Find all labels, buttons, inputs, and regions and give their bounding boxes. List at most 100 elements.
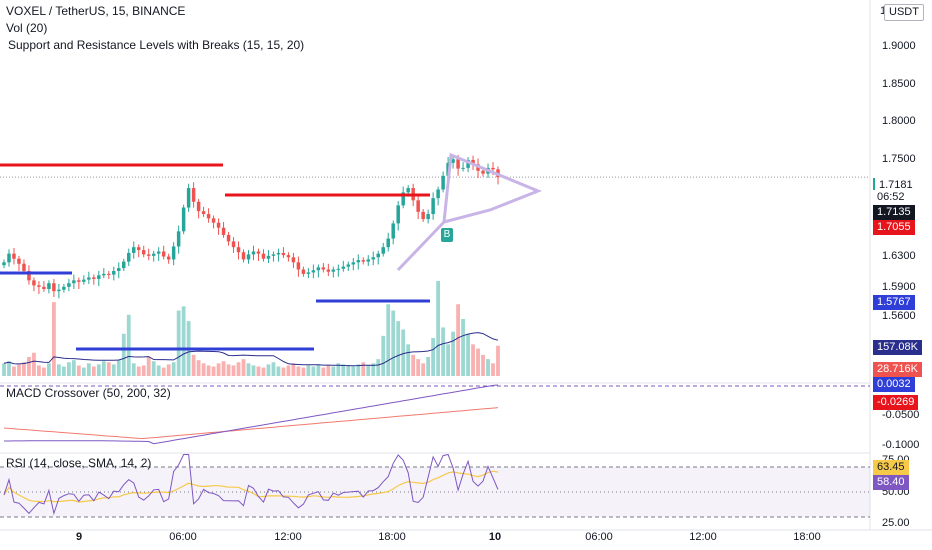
candle-body: [12, 253, 16, 259]
black-price-tag: 1.7135: [873, 205, 915, 220]
candle-body: [57, 289, 61, 292]
candle-body: [87, 277, 91, 280]
candle-body: [276, 252, 281, 255]
candle-body: [122, 261, 126, 269]
volume-bar: [171, 362, 176, 376]
candle-body: [336, 268, 341, 270]
volume-bar: [71, 360, 76, 376]
ytick-label: 1.8500: [882, 78, 916, 90]
candle-body: [406, 188, 410, 193]
volume-bar: [391, 310, 396, 376]
currency-button[interactable]: USDT: [884, 4, 924, 21]
volume-bar: [156, 365, 161, 376]
volume-bar: [336, 363, 341, 376]
ytick-label: 1.7500: [882, 153, 916, 165]
volume-bar: [106, 362, 111, 376]
candle-body: [291, 257, 296, 263]
candle-body: [186, 188, 191, 208]
axis-top-digit: 1: [880, 5, 886, 17]
volume-bar: [291, 363, 296, 376]
candle-body: [251, 251, 256, 255]
candle-body: [72, 280, 76, 284]
rsi-pane-title: RSI (14, close, SMA, 14, 2): [6, 456, 152, 470]
candle-body: [176, 231, 181, 247]
vol-ma-tag: 157.08K: [873, 340, 922, 355]
volume-bar: [221, 361, 226, 376]
volume-bar: [406, 344, 411, 376]
volume-bar: [371, 363, 376, 376]
volume-bar: [286, 365, 291, 376]
xtick-label: 18:00: [378, 531, 406, 543]
candle-body: [396, 205, 400, 224]
volume-bar: [201, 363, 206, 376]
volume-bar: [151, 361, 156, 376]
volume-bar: [386, 304, 391, 376]
ytick-label: 1.5600: [882, 310, 916, 322]
candle-body: [301, 269, 306, 274]
candle-body: [236, 247, 241, 253]
volume-bar: [76, 365, 81, 376]
xtick-label: 9: [75, 531, 83, 543]
candle-body: [146, 254, 151, 256]
candle-body: [32, 280, 36, 286]
candle-body: [62, 286, 66, 290]
candle-body: [261, 253, 266, 259]
candle-body: [366, 259, 371, 262]
volume-bar: [47, 363, 51, 376]
candle-body: [271, 254, 276, 256]
triangle-leg: [396, 220, 446, 272]
volume-bar: [356, 364, 361, 376]
volume-bar: [256, 366, 261, 376]
volume-legend: Vol (20): [6, 21, 48, 35]
candle-body: [107, 273, 111, 275]
volume-bar: [381, 335, 386, 376]
volume-bar: [236, 362, 241, 376]
countdown-tag: 06:52: [873, 190, 909, 205]
candle-body: [431, 198, 435, 215]
macd-ytick-label: -0.1000: [882, 439, 920, 451]
candle-body: [346, 264, 351, 267]
candle-body: [151, 253, 156, 256]
volume-bar: [446, 344, 450, 376]
candle-body: [256, 251, 261, 254]
candle-body: [311, 270, 316, 273]
volume-bar: [126, 314, 131, 376]
volume-bar: [331, 366, 336, 376]
volume-bar: [32, 352, 36, 376]
candle-body: [47, 283, 51, 289]
candle-body: [341, 266, 346, 269]
volume-tag: 28.716K: [873, 362, 922, 377]
volume-bar: [496, 345, 500, 376]
volume-bar: [7, 361, 11, 376]
volume-bar: [411, 354, 416, 376]
volume-bar: [96, 364, 101, 376]
volume-bar: [216, 363, 221, 376]
xtick-label: 06:00: [169, 531, 197, 543]
candle-body: [221, 227, 226, 235]
last-price-tag: 1.7181: [873, 178, 917, 193]
candle-body: [196, 201, 201, 212]
candle-body: [181, 207, 186, 232]
candle-body: [206, 214, 211, 219]
candle-body: [441, 175, 445, 190]
volume-bar: [346, 365, 351, 376]
candle-body: [216, 222, 221, 228]
candle-body: [461, 167, 465, 169]
rsi-line: [3, 453, 499, 516]
candle-body: [211, 218, 216, 223]
volume-bar: [481, 354, 485, 376]
volume-bar: [351, 366, 356, 376]
candle-body: [241, 252, 246, 260]
volume-bar: [341, 364, 346, 376]
candle-body: [131, 247, 136, 253]
candle-body: [391, 223, 395, 239]
volume-bar: [181, 306, 186, 376]
candle-body: [226, 234, 231, 242]
candle-body: [466, 159, 470, 168]
candle-body: [326, 269, 331, 272]
volume-bar: [441, 327, 446, 376]
volume-bar: [396, 321, 401, 376]
candle-body: [67, 283, 71, 287]
volume-bar: [27, 357, 31, 376]
